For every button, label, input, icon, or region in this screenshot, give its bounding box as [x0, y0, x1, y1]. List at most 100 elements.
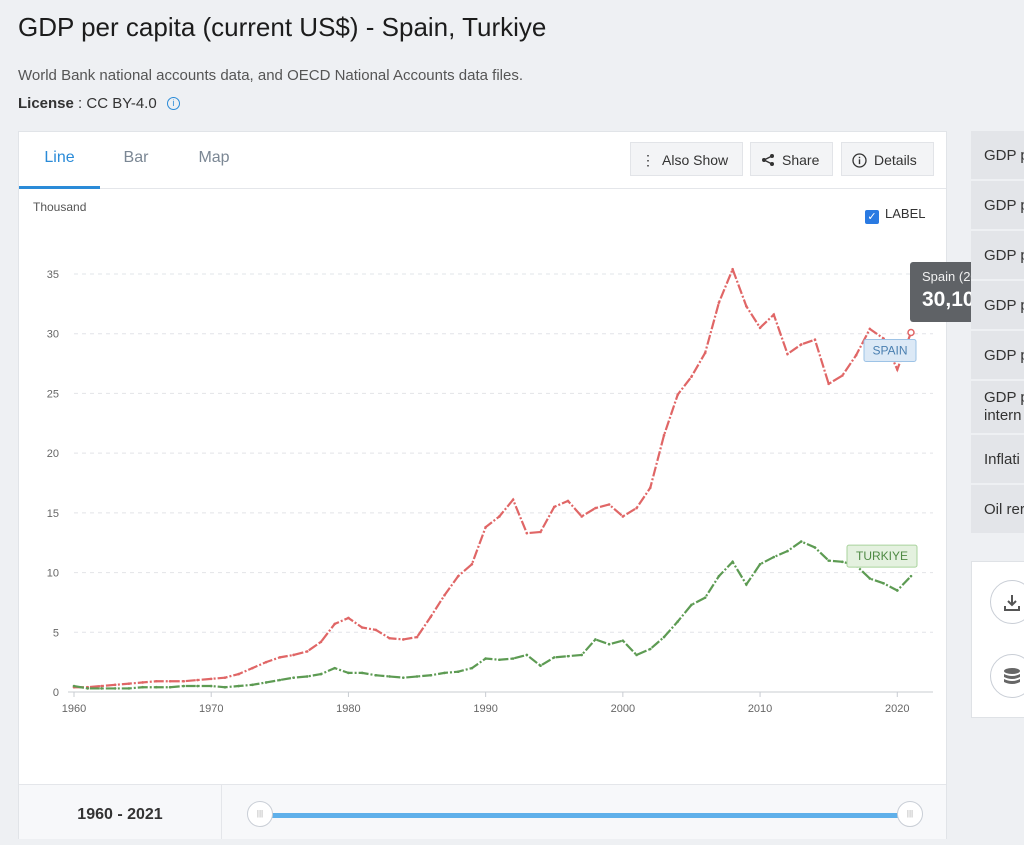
data-point	[196, 678, 199, 682]
data-point	[758, 326, 762, 330]
range-handle-end[interactable]: |||	[897, 801, 923, 827]
checkbox-checked-icon[interactable]: ✓	[865, 210, 879, 224]
data-point	[635, 506, 638, 510]
data-point	[155, 685, 158, 689]
data-point	[182, 679, 186, 683]
data-point	[676, 393, 680, 396]
data-point	[456, 574, 460, 578]
data-point	[607, 642, 611, 646]
data-point	[895, 368, 899, 371]
y-tick-label: 20	[47, 448, 59, 460]
series-label-box	[863, 339, 917, 363]
y-tick-label: 30	[47, 329, 59, 341]
data-point	[484, 525, 487, 529]
data-point	[209, 684, 213, 688]
data-point	[305, 675, 309, 678]
data-point	[703, 351, 707, 355]
data-point	[621, 639, 625, 642]
data-point	[511, 657, 515, 660]
data-point	[758, 562, 762, 566]
data-point	[100, 684, 103, 688]
data-point	[182, 684, 186, 688]
data-point	[854, 353, 858, 357]
data-point	[429, 673, 433, 677]
license-label: License	[18, 95, 74, 112]
data-point	[319, 672, 323, 676]
related-indicator-item[interactable]: GDP p intern	[971, 381, 1024, 435]
data-point	[127, 687, 131, 690]
y-tick-label: 0	[53, 687, 59, 699]
chart-tabs: Line Bar Map ⋮ Also Show Share Details	[19, 132, 946, 189]
database-icon[interactable]	[990, 654, 1024, 698]
data-point	[717, 574, 721, 578]
range-slider-track[interactable]	[260, 813, 910, 818]
data-point	[786, 549, 789, 553]
data-point	[703, 596, 707, 599]
data-point	[786, 352, 789, 356]
details-button[interactable]: Details	[841, 142, 934, 176]
data-point	[868, 327, 872, 331]
data-point	[566, 499, 570, 503]
related-indicator-item[interactable]: Inflati	[971, 435, 1024, 485]
y-axis-unit-label: Thousand	[33, 200, 87, 214]
data-point	[662, 433, 666, 437]
related-indicator-item[interactable]: GDP p	[971, 331, 1024, 381]
label-toggle[interactable]: ✓ LABEL	[865, 206, 925, 224]
share-button[interactable]: Share	[750, 142, 833, 176]
download-icon[interactable]	[990, 580, 1024, 624]
y-tick-label: 10	[47, 568, 59, 580]
data-point	[594, 638, 597, 641]
info-icon[interactable]: i	[166, 97, 180, 110]
data-point	[100, 687, 103, 690]
series-line-spain	[74, 266, 913, 689]
data-point	[799, 540, 803, 543]
related-indicator-item[interactable]: GDP p	[971, 231, 1024, 281]
data-point	[552, 656, 556, 659]
data-point	[690, 375, 693, 379]
data-point	[388, 675, 391, 678]
data-point	[443, 671, 446, 675]
data-point	[264, 681, 268, 684]
data-point	[86, 687, 90, 690]
related-indicator-item[interactable]: GDP p	[971, 281, 1024, 331]
data-point	[113, 687, 117, 690]
also-show-button[interactable]: ⋮ Also Show	[630, 142, 743, 176]
x-tick-label: 2010	[748, 703, 772, 715]
label-toggle-text: LABEL	[885, 206, 926, 221]
data-point	[196, 684, 199, 688]
data-point	[525, 531, 529, 535]
data-point	[443, 593, 446, 597]
data-point	[251, 666, 254, 670]
data-point	[278, 678, 282, 682]
data-point	[676, 620, 680, 623]
data-point	[621, 515, 625, 518]
data-point	[580, 515, 583, 518]
related-indicator-item[interactable]: GDP p	[971, 181, 1024, 231]
data-point	[566, 654, 570, 658]
range-text: 1960 - 2021	[19, 785, 222, 839]
data-point	[155, 679, 158, 683]
data-point	[415, 635, 419, 639]
data-point	[415, 675, 419, 678]
data-point	[648, 647, 652, 651]
data-point	[717, 301, 721, 304]
data-point	[223, 685, 227, 689]
data-point	[374, 628, 378, 632]
chart-card: Line Bar Map ⋮ Also Show Share Details Th…	[18, 131, 947, 839]
data-point	[868, 577, 872, 580]
related-indicator-item[interactable]: Oil rer	[971, 485, 1024, 535]
y-tick-label: 25	[47, 388, 59, 400]
tab-line[interactable]: Line	[19, 132, 100, 189]
x-tick-label: 2020	[885, 703, 909, 715]
highlighted-point	[907, 328, 915, 337]
data-point	[648, 486, 652, 490]
range-handle-start[interactable]: |||	[247, 801, 273, 827]
related-indicator-item[interactable]: GDP p	[971, 131, 1024, 181]
data-point	[388, 636, 391, 640]
x-tick-label: 1980	[336, 703, 360, 715]
data-point	[895, 589, 899, 592]
tab-bar[interactable]: Bar	[123, 149, 149, 166]
tab-map[interactable]: Map	[198, 149, 230, 166]
data-point	[305, 650, 309, 653]
data-point	[470, 666, 474, 670]
